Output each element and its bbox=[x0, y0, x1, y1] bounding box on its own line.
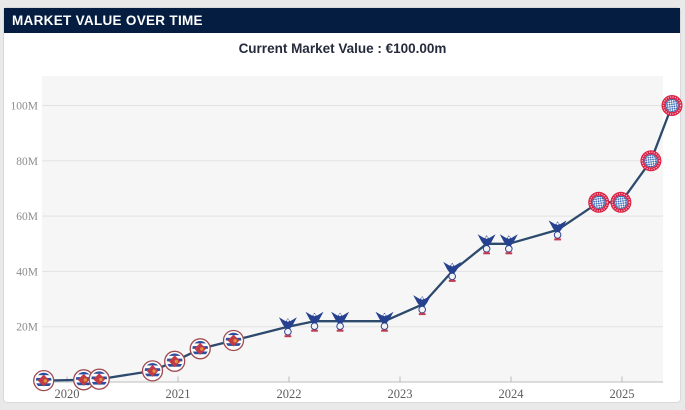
page-title: MARKET VALUE OVER TIME bbox=[12, 13, 203, 28]
current-market-value-label: Current Market Value : €100.00m bbox=[238, 41, 447, 56]
chart-card bbox=[3, 7, 681, 403]
header-bar: MARKET VALUE OVER TIME bbox=[4, 8, 680, 33]
